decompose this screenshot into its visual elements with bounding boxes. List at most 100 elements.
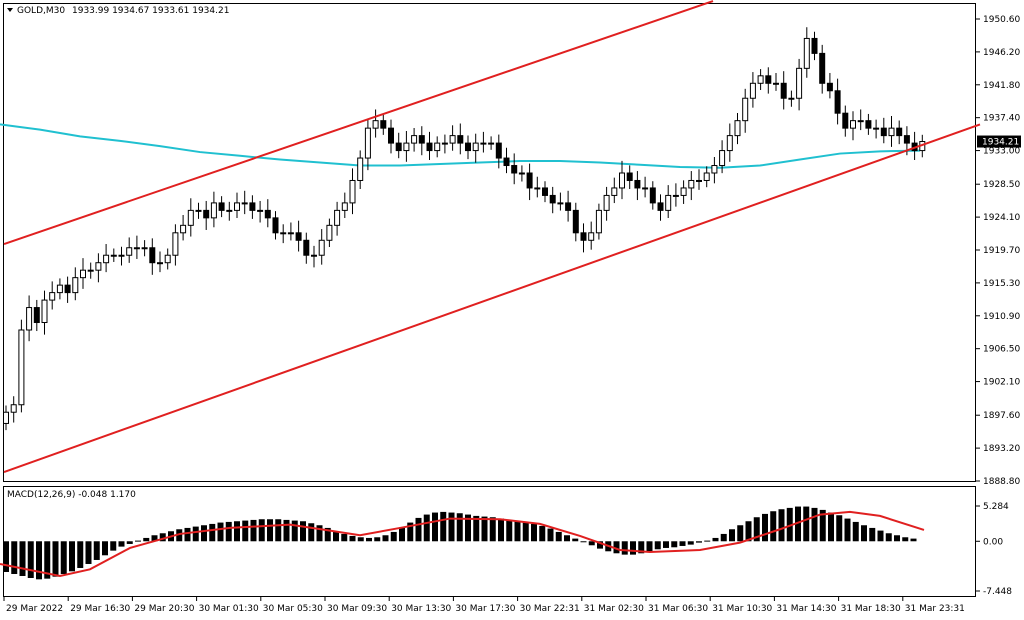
macd-bar: [85, 541, 92, 564]
macd-tick-label: -7.448: [983, 587, 1012, 597]
macd-bar: [489, 517, 496, 542]
macd-bar: [201, 525, 207, 542]
candle: [757, 69, 764, 91]
time-tick-label: 30 Mar 09:30: [327, 604, 387, 614]
candle: [657, 194, 664, 221]
candle: [311, 245, 317, 268]
moving-average: [0, 123, 921, 169]
macd-bar: [118, 541, 125, 547]
candle: [87, 262, 94, 279]
candle: [441, 134, 448, 154]
candle: [873, 119, 880, 139]
candle: [10, 396, 17, 423]
macd-bar: [894, 535, 900, 542]
macd-bar: [432, 512, 438, 542]
macd-bar: [753, 517, 760, 542]
macd-bar: [36, 541, 42, 580]
candle: [565, 190, 572, 222]
price-tick-label: 1919.70: [983, 246, 1020, 256]
candle: [842, 105, 849, 137]
candle: [449, 125, 456, 151]
macd-bar: [671, 541, 678, 548]
candle: [557, 192, 564, 211]
macd-bar: [737, 525, 744, 542]
macd-bar: [3, 541, 9, 572]
candle: [773, 72, 779, 91]
macd-bar: [225, 521, 232, 542]
macd-bar: [291, 520, 298, 542]
candle: [495, 134, 502, 169]
macd-bar: [333, 531, 339, 542]
candle: [472, 133, 479, 163]
macd-bar: [366, 537, 372, 542]
candle: [349, 168, 356, 215]
macd-bar: [456, 513, 463, 542]
candle: [103, 244, 110, 273]
macd-bar: [44, 541, 51, 579]
macd-panel: [3, 486, 976, 597]
candle: [264, 199, 271, 228]
candle: [703, 166, 710, 188]
candle: [595, 203, 602, 240]
candle: [210, 191, 217, 228]
price-tick-label: 1937.40: [983, 114, 1020, 124]
macd-bar: [27, 541, 34, 578]
macd-bar: [102, 541, 108, 556]
candle: [49, 281, 56, 310]
macd-bar: [324, 527, 331, 542]
candle: [511, 153, 518, 185]
candle: [480, 131, 487, 153]
candle: [611, 177, 618, 204]
price-tick-label: 1902.10: [983, 378, 1020, 388]
candle: [719, 140, 726, 174]
time-tick-label: 30 Mar 17:30: [455, 604, 515, 614]
macd-bar: [877, 530, 884, 542]
macd-bar: [110, 541, 117, 551]
candle: [488, 136, 495, 150]
macd-bar: [902, 537, 909, 542]
macd-bar: [654, 541, 661, 550]
candle: [164, 248, 171, 270]
channel-upper-line[interactable]: [3, 0, 714, 245]
candle: [780, 71, 787, 110]
macd-bar: [176, 529, 183, 542]
macd-bar: [308, 523, 315, 542]
macd-bar: [580, 541, 587, 543]
macd-bar: [242, 520, 249, 542]
candle: [33, 299, 40, 332]
candle: [634, 171, 641, 201]
candle: [118, 246, 125, 266]
macd-bar: [564, 535, 570, 542]
candle: [534, 176, 541, 198]
candle: [126, 237, 133, 263]
macd-bar: [572, 538, 579, 542]
macd-bar: [836, 515, 843, 542]
candle: [803, 27, 810, 78]
macd-bar: [415, 517, 422, 542]
candle: [72, 267, 79, 301]
main-panel: [3, 3, 976, 482]
candle: [434, 136, 441, 158]
candles: [3, 27, 926, 431]
candle: [234, 192, 240, 219]
candle: [857, 109, 864, 131]
macd-bar: [69, 541, 75, 572]
macd-bar: [720, 533, 727, 542]
channel-lower-line[interactable]: [3, 123, 981, 473]
macd-bar: [795, 506, 801, 542]
macd-bar: [159, 533, 166, 542]
candle: [680, 180, 687, 204]
macd-bar: [844, 518, 851, 542]
price-tick-label: 1928.50: [983, 180, 1020, 190]
candle: [249, 195, 256, 219]
candle: [241, 190, 248, 215]
macd-tick-label: 5.284: [983, 502, 1009, 512]
macd-bar: [357, 537, 364, 542]
candle: [819, 44, 826, 94]
dropdown-triangle-icon[interactable]: [7, 8, 13, 12]
macd-bar: [93, 541, 100, 560]
time-tick-label: 31 Mar 14:30: [776, 604, 836, 614]
macd-bar: [151, 535, 158, 542]
macd-bar: [531, 523, 537, 542]
